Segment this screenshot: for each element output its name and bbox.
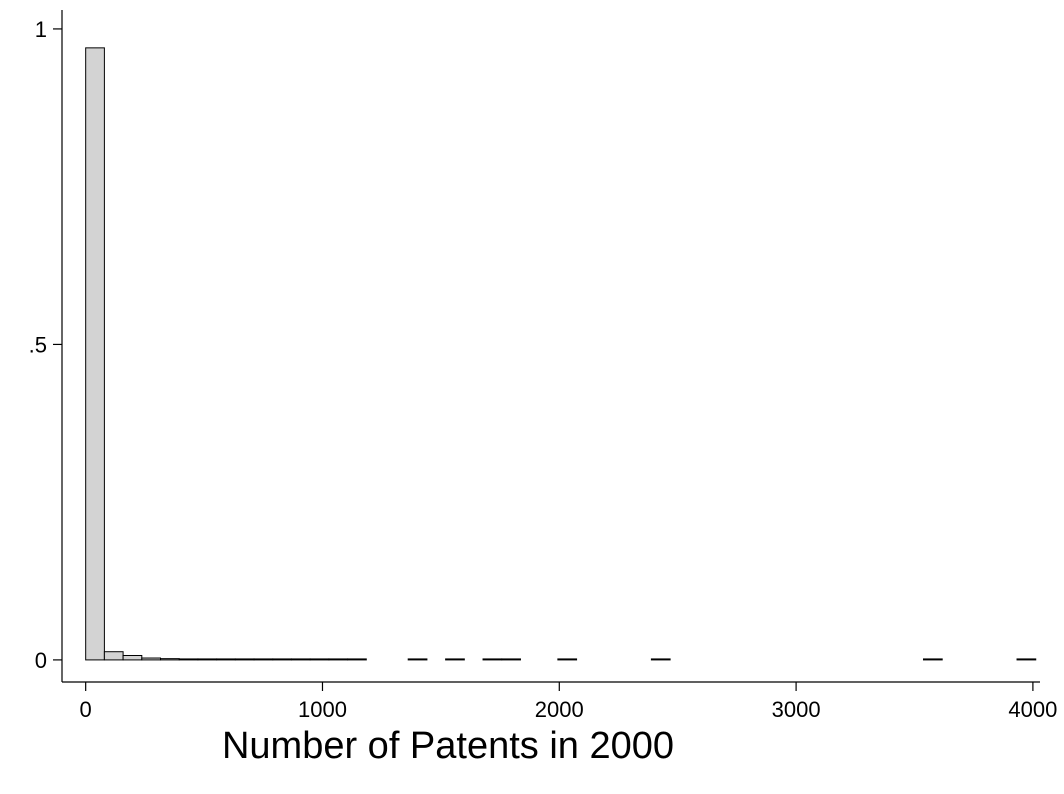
histogram-bar-18 — [501, 658, 521, 661]
x-tick-label-4000: 4000 — [1008, 697, 1057, 722]
histogram-bar-1 — [103, 651, 124, 661]
histogram-bar-3 — [141, 657, 162, 661]
histogram-bar-7 — [216, 658, 236, 661]
x-tick-label-1000: 1000 — [298, 697, 347, 722]
histogram-bar-10 — [272, 658, 292, 661]
histogram-bar-17 — [482, 658, 503, 661]
histogram-bar-4 — [160, 658, 180, 661]
histogram-bar-20 — [650, 658, 671, 661]
x-axis-title: Number of Patents in 2000 — [222, 725, 674, 767]
y-tick-label-1: .5 — [29, 332, 47, 357]
histogram-bar-11 — [290, 658, 311, 661]
histogram-bar-6 — [197, 658, 218, 661]
x-axis-ticks: 0 1000 2000 3000 4000 — [80, 682, 1057, 722]
histogram-bar-13 — [328, 658, 349, 661]
histogram-bar-19 — [557, 658, 578, 661]
histogram-bar-9 — [253, 658, 274, 661]
y-tick-label-2: 1 — [35, 17, 47, 42]
x-tick-label-2000: 2000 — [535, 697, 584, 722]
histogram-bar-16 — [445, 658, 465, 661]
x-tick-label-3000: 3000 — [772, 697, 821, 722]
histogram-bar-8 — [234, 658, 255, 661]
x-tick-label-0: 0 — [80, 697, 92, 722]
histogram-bar-12 — [309, 658, 330, 661]
histogram-bar-14 — [347, 658, 367, 661]
histogram-bar-22 — [1016, 658, 1037, 661]
histogram-bar-0 — [85, 47, 105, 661]
histogram-bar-5 — [178, 658, 199, 661]
histogram-bar-2 — [122, 654, 143, 661]
histogram-bars — [85, 47, 1037, 661]
y-tick-label-0: 0 — [35, 648, 47, 673]
y-axis-ticks: 0.51 — [29, 17, 62, 673]
histogram-bar-21 — [922, 658, 943, 661]
histogram-bar-15 — [407, 658, 428, 661]
